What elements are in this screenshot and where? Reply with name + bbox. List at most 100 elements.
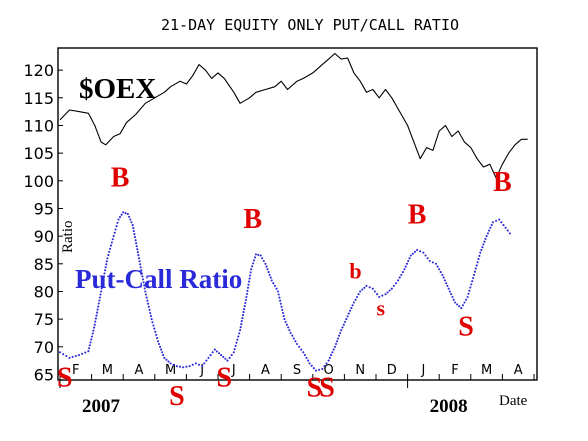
pcr-point bbox=[109, 247, 112, 250]
pcr-point bbox=[58, 351, 62, 354]
pcr-point bbox=[349, 309, 352, 312]
pcr-point bbox=[131, 224, 134, 227]
pcr-point bbox=[156, 337, 159, 340]
pcr-point bbox=[133, 233, 136, 236]
pcr-point bbox=[201, 365, 204, 368]
axes bbox=[57, 47, 538, 381]
pcr-point bbox=[268, 273, 271, 276]
pcr-point bbox=[244, 298, 247, 302]
pcr-point bbox=[252, 259, 256, 262]
y-tick-label: 75 bbox=[34, 310, 54, 329]
sell-signal: S bbox=[57, 363, 73, 394]
pcr-point bbox=[140, 272, 143, 275]
pcr-point bbox=[88, 347, 91, 350]
pcr-point bbox=[84, 351, 87, 354]
pcr-point bbox=[262, 259, 265, 263]
pcr-point bbox=[114, 228, 117, 231]
pcr-point bbox=[275, 287, 278, 290]
year-label: 2007 bbox=[82, 396, 121, 417]
pcr-point bbox=[481, 246, 484, 249]
sell-signal: S bbox=[319, 373, 335, 404]
pcr-point bbox=[65, 354, 68, 358]
pcr-point bbox=[144, 293, 148, 296]
y-tick-label: 120 bbox=[23, 61, 54, 80]
pcr-point bbox=[485, 235, 488, 238]
buy-signal: B bbox=[111, 162, 130, 193]
pcr-point bbox=[281, 311, 285, 315]
sell-signal: S bbox=[169, 381, 185, 412]
pcr-point bbox=[102, 275, 106, 278]
pcr-point bbox=[339, 331, 342, 335]
pcr-point bbox=[169, 362, 172, 365]
month-label: N bbox=[355, 363, 365, 378]
pcr-point bbox=[461, 304, 464, 307]
pcr-point bbox=[239, 329, 242, 332]
pcr-point bbox=[359, 290, 362, 293]
pcr-point bbox=[490, 224, 493, 227]
pcr-point bbox=[300, 348, 303, 351]
month-label: S bbox=[293, 363, 301, 378]
pcr-point bbox=[282, 315, 285, 318]
pcr-point bbox=[280, 305, 283, 308]
pcr-point bbox=[235, 341, 238, 344]
pcr-point bbox=[205, 359, 208, 362]
pcr-point bbox=[132, 227, 135, 230]
pcr-point bbox=[128, 215, 131, 218]
pcr-point bbox=[475, 264, 478, 267]
pcr-point bbox=[279, 302, 282, 305]
pcr-point bbox=[486, 232, 489, 235]
pcr-point bbox=[139, 266, 142, 269]
pcr-point bbox=[93, 323, 96, 326]
pcr-point bbox=[355, 295, 359, 299]
pcr-point bbox=[404, 265, 407, 268]
y-tick-label: 115 bbox=[23, 89, 54, 108]
pcr-point bbox=[90, 335, 94, 338]
pcr-point bbox=[318, 368, 321, 371]
pcr-point bbox=[390, 287, 393, 290]
pcr-point bbox=[246, 289, 249, 292]
pcr-point bbox=[101, 281, 104, 284]
pcr-point bbox=[450, 293, 453, 296]
pcr-point bbox=[471, 280, 474, 283]
pcr-point bbox=[288, 329, 291, 332]
pcr-point bbox=[248, 277, 251, 280]
pcr-point bbox=[109, 244, 113, 247]
pcr-point bbox=[243, 305, 246, 308]
y-tick-label: 90 bbox=[34, 227, 54, 246]
pcr-point bbox=[137, 257, 141, 260]
pcr-point bbox=[137, 254, 140, 257]
pcr-point bbox=[292, 337, 295, 340]
pcr-series-label: Put-Call Ratio bbox=[75, 264, 242, 294]
pcr-point bbox=[247, 283, 250, 286]
pcr-point bbox=[245, 295, 248, 299]
pcr-point bbox=[88, 344, 91, 347]
pcr-point bbox=[328, 356, 331, 359]
pcr-point bbox=[488, 229, 491, 232]
pcr-point bbox=[136, 251, 139, 254]
month-label: M bbox=[102, 363, 113, 378]
pcr-point bbox=[312, 367, 315, 370]
pcr-point bbox=[100, 290, 103, 293]
plot-frame bbox=[57, 47, 538, 381]
pcr-point bbox=[413, 250, 417, 253]
pcr-point bbox=[408, 257, 411, 260]
pcr-point bbox=[392, 284, 395, 287]
pcr-point bbox=[289, 331, 292, 335]
pcr-point bbox=[120, 213, 123, 216]
month-label: J bbox=[420, 363, 425, 378]
pcr-point bbox=[147, 305, 150, 308]
month-label: F bbox=[451, 363, 458, 378]
pcr-point bbox=[249, 271, 252, 274]
pcr-point bbox=[215, 350, 218, 353]
pcr-point bbox=[466, 295, 469, 299]
pcr-point bbox=[472, 273, 476, 276]
pcr-point bbox=[113, 231, 116, 234]
pcr-point bbox=[283, 318, 286, 321]
pcr-point bbox=[508, 232, 511, 235]
pcr-point bbox=[103, 272, 106, 275]
pcr-point bbox=[334, 342, 338, 346]
pcr-point bbox=[365, 284, 368, 287]
pcr-point bbox=[117, 218, 120, 221]
pcr-point bbox=[416, 248, 419, 252]
